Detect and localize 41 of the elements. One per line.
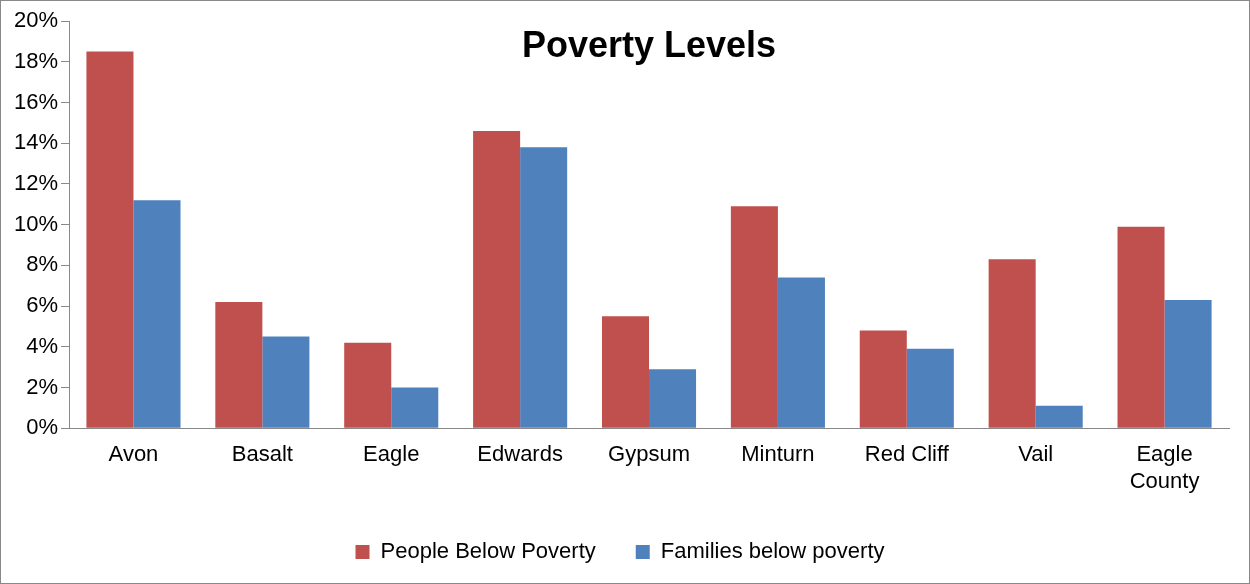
x-tick-label: Gypsum (608, 441, 690, 467)
x-tick-label: Avon (108, 441, 159, 467)
y-tick-label: 0% (26, 414, 59, 440)
bar (1035, 405, 1083, 428)
bar (906, 348, 954, 428)
y-tick-label: 4% (26, 332, 59, 358)
x-tick-label: Vail (1018, 441, 1054, 467)
y-tick-label: 12% (13, 169, 59, 195)
x-tick-label: Red Cliff (864, 441, 950, 467)
y-tick-label: 14% (13, 129, 59, 155)
x-tick-label: Edwards (477, 441, 563, 467)
bar (1117, 226, 1165, 428)
bar (262, 336, 310, 428)
y-tick-label: 8% (26, 251, 59, 277)
y-tick-label: 6% (26, 292, 59, 318)
bar (391, 387, 439, 428)
bar (1164, 299, 1212, 428)
x-tick-label: Eagle County (1129, 441, 1200, 493)
x-tick-label: Basalt (231, 441, 293, 467)
bar (133, 200, 181, 428)
y-tick-label: 20% (13, 7, 59, 33)
bar (520, 147, 568, 428)
y-tick-label: 2% (26, 373, 59, 399)
bar (988, 259, 1036, 428)
bar (601, 316, 650, 428)
bar (473, 130, 521, 428)
y-tick-label: 18% (13, 47, 59, 73)
bar (649, 369, 697, 428)
chart-title: Poverty Levels (521, 23, 777, 65)
legend-label: Families below poverty (660, 538, 885, 564)
bar (86, 51, 134, 428)
bar (859, 330, 907, 428)
bar (730, 206, 778, 428)
y-tick-label: 10% (13, 210, 59, 236)
bar (215, 301, 263, 428)
x-tick-label: Eagle (363, 441, 420, 467)
legend-label: People Below Poverty (380, 538, 596, 564)
y-tick-label: 16% (13, 88, 59, 114)
bar (344, 342, 392, 428)
bar (777, 277, 825, 428)
x-tick-label: Minturn (741, 441, 815, 467)
